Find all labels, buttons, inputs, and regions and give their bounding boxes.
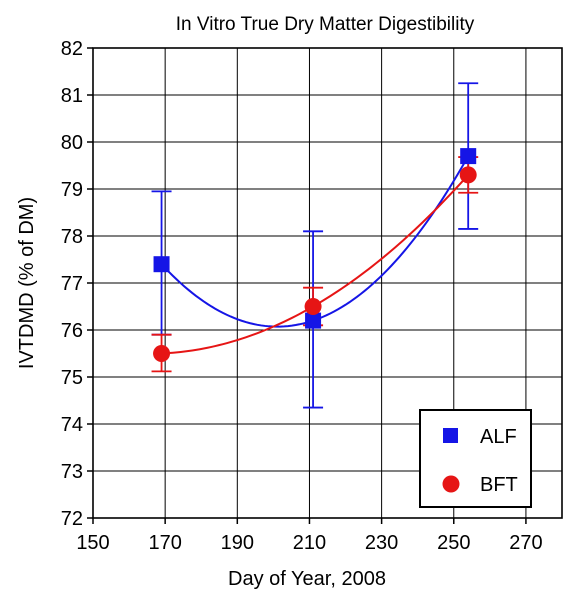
chart-title: In Vitro True Dry Matter Digestibility — [176, 14, 475, 35]
legend: ALF BFT — [419, 409, 532, 508]
data-points — [153, 148, 477, 362]
x-axis-label: Day of Year, 2008 — [228, 568, 386, 590]
data-point-bft — [304, 298, 322, 315]
data-point-bft — [459, 166, 477, 184]
legend-label-bft: BFT — [480, 474, 518, 496]
y-tick-label: 79 — [61, 179, 83, 201]
x-tick-label: 170 — [148, 532, 181, 554]
x-tick-label: 250 — [437, 532, 470, 554]
plot-frame — [92, 47, 563, 519]
ticks: 150 170 190 210 230 250 270 72 73 74 75 76 77 78 79 80 8… — [61, 38, 543, 554]
y-tick-label: 82 — [61, 38, 83, 60]
data-point-alf — [153, 256, 170, 273]
legend-box — [419, 409, 532, 508]
y-tick-label: 73 — [61, 461, 83, 483]
error-bars — [151, 82, 479, 409]
x-tick-label: 150 — [76, 532, 109, 554]
x-tick-label: 210 — [293, 532, 326, 554]
x-tick-label: 190 — [221, 532, 254, 554]
y-tick-label: 74 — [61, 414, 83, 436]
x-tick-label: 270 — [509, 532, 542, 554]
y-tick-label: 77 — [61, 273, 83, 295]
x-tick-label: 230 — [365, 532, 398, 554]
legend-label-alf: ALF — [480, 426, 517, 448]
y-tick-label: 81 — [61, 85, 83, 107]
data-point-alf — [460, 148, 477, 165]
data-point-bft — [153, 345, 171, 362]
y-tick-label: 80 — [61, 132, 83, 154]
y-tick-label: 75 — [61, 367, 83, 389]
y-tick-label: 72 — [61, 508, 83, 530]
y-tick-label: 78 — [61, 226, 83, 248]
y-axis-label: IVTDMD (% of DM) — [16, 197, 38, 369]
legend-marker-bft — [442, 475, 460, 493]
data-point-alf — [305, 312, 322, 329]
y-tick-label: 76 — [61, 320, 83, 342]
legend-marker-alf — [443, 428, 458, 443]
